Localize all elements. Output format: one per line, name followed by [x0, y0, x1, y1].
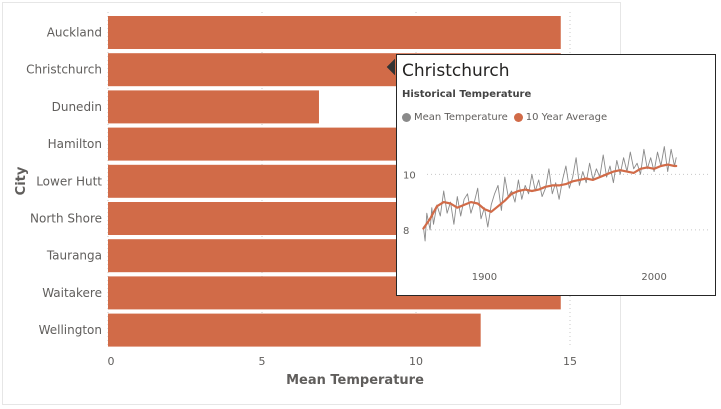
category-label: Auckland — [47, 26, 102, 40]
x-tick-label: 5 — [259, 355, 266, 368]
category-label: Lower Hutt — [36, 174, 102, 188]
category-label: Dunedin — [52, 100, 102, 114]
y-tick-label: 8 — [403, 226, 409, 237]
legend-item-mean: Mean Temperature — [402, 112, 508, 123]
category-label: Hamilton — [48, 137, 102, 151]
legend-dot-mean — [402, 113, 411, 122]
bar-dunedin[interactable] — [108, 90, 319, 124]
legend-label-avg: 10 Year Average — [525, 112, 608, 123]
tooltip-card: Christchurch Historical Temperature Mean… — [396, 54, 716, 296]
x-tick-label: 2000 — [641, 272, 666, 283]
y-axis-title: City — [14, 166, 29, 195]
category-label: Waitakere — [42, 286, 102, 300]
x-tick-label: 15 — [563, 355, 577, 368]
legend-item-avg: 10 Year Average — [513, 112, 608, 123]
series-line-10-year-average — [422, 163, 678, 230]
category-label: Tauranga — [46, 249, 102, 263]
category-label: Wellington — [39, 323, 102, 337]
series-line-mean-temperature — [422, 146, 677, 242]
x-tick-label: 1900 — [472, 272, 497, 283]
y-tick-label: 10 — [403, 170, 416, 181]
x-tick-label: 0 — [108, 355, 115, 368]
category-label: Christchurch — [26, 63, 102, 77]
x-tick-label: 10 — [409, 355, 423, 368]
bar-auckland[interactable] — [108, 16, 561, 49]
category-label: North Shore — [30, 212, 102, 226]
legend-dot-avg — [513, 113, 523, 122]
tooltip-legend: Mean Temperature 10 Year Average — [402, 112, 613, 123]
legend-label-mean: Mean Temperature — [414, 112, 508, 123]
line-chart: 8 10 1900 2000 — [403, 146, 711, 283]
tooltip-subtitle: Historical Temperature — [402, 89, 532, 100]
tooltip-title: Christchurch — [402, 61, 510, 81]
bar-wellington[interactable] — [108, 313, 481, 347]
x-axis-title: Mean Temperature — [286, 373, 424, 388]
